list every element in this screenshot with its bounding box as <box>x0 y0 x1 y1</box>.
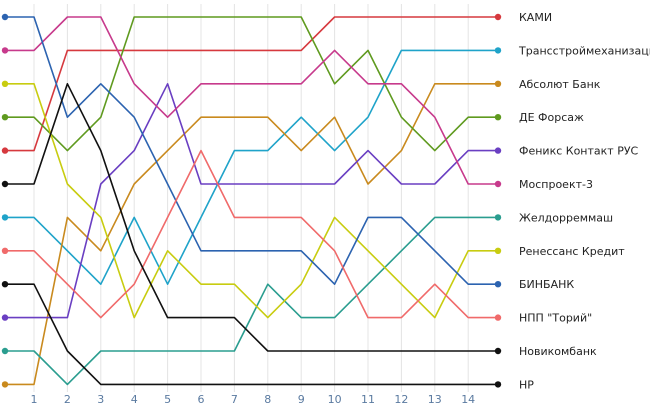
grid <box>33 4 469 392</box>
series-label: КАМИ <box>519 11 552 24</box>
series-label: ДЕ Форсаж <box>519 111 584 124</box>
series-label: Трансстроймеханизация <box>518 44 650 57</box>
series-start-marker <box>1 347 9 355</box>
series-end-marker <box>494 247 502 254</box>
x-tick-label: 13 <box>428 393 442 406</box>
series-end-marker <box>494 47 502 54</box>
series-end-marker <box>494 281 502 288</box>
x-tick-label: 14 <box>461 393 475 406</box>
series-markers <box>1 13 502 388</box>
x-tick-label: 12 <box>394 393 408 406</box>
series-end-marker <box>494 80 502 88</box>
series-end-marker <box>494 147 502 154</box>
series-start-marker <box>1 314 9 321</box>
series-end-marker <box>494 381 502 388</box>
series-line <box>4 83 499 386</box>
series-label: Моспроект-3 <box>519 178 593 191</box>
x-tick-label: 6 <box>198 393 205 406</box>
series-start-marker <box>1 247 9 254</box>
series-line <box>4 83 499 319</box>
series-end-marker <box>494 114 502 121</box>
series-line <box>4 83 499 352</box>
series-label: НПП "Торий" <box>519 312 592 325</box>
series-end-marker <box>494 314 502 321</box>
x-tick-label: 5 <box>164 393 171 406</box>
x-tick-label: 9 <box>298 393 305 406</box>
series-start-marker <box>1 80 9 88</box>
series-start-marker <box>1 180 9 188</box>
series-label: Абсолют Банк <box>519 78 601 91</box>
series-start-marker <box>1 281 9 288</box>
series-lines <box>4 16 499 386</box>
series-label: НР <box>519 378 534 391</box>
x-tick-label: 11 <box>361 393 375 406</box>
series-end-marker <box>494 13 502 21</box>
series-start-marker <box>1 47 9 54</box>
x-tick-label: 3 <box>97 393 104 406</box>
series-start-marker <box>1 381 9 388</box>
series-end-marker <box>494 214 502 221</box>
series-end-marker <box>494 347 502 355</box>
series-label: Ренессанс Кредит <box>519 245 625 258</box>
x-tick-label: 8 <box>264 393 271 406</box>
series-label: Желдорреммаш <box>519 211 613 224</box>
series-line <box>4 149 499 319</box>
series-start-marker <box>1 114 9 121</box>
series-line <box>4 283 499 386</box>
series-start-marker <box>1 147 9 154</box>
series-labels: КАМИ Трансстроймеханизация Абсолют Банк ДЕ … <box>518 11 650 391</box>
series-line <box>4 16 499 185</box>
series-line <box>4 49 499 286</box>
series-label: БИНБАНК <box>519 278 574 291</box>
series-label: Новикомбанк <box>519 345 597 358</box>
x-tick-label: 2 <box>64 393 71 406</box>
x-axis-ticks: 1 2 3 4 5 6 7 8 9 10 11 12 13 14 <box>31 393 476 406</box>
series-start-marker <box>1 13 9 21</box>
series-label: Феникс Контакт РУС <box>519 145 639 158</box>
x-tick-label: 4 <box>131 393 138 406</box>
series-start-marker <box>1 214 9 221</box>
series-line <box>4 16 499 286</box>
x-tick-label: 10 <box>328 393 342 406</box>
series-line <box>4 16 499 152</box>
series-line <box>4 83 499 319</box>
x-tick-label: 1 <box>31 393 38 406</box>
x-tick-label: 7 <box>231 393 238 406</box>
series-line <box>4 16 499 152</box>
series-end-marker <box>494 180 502 188</box>
